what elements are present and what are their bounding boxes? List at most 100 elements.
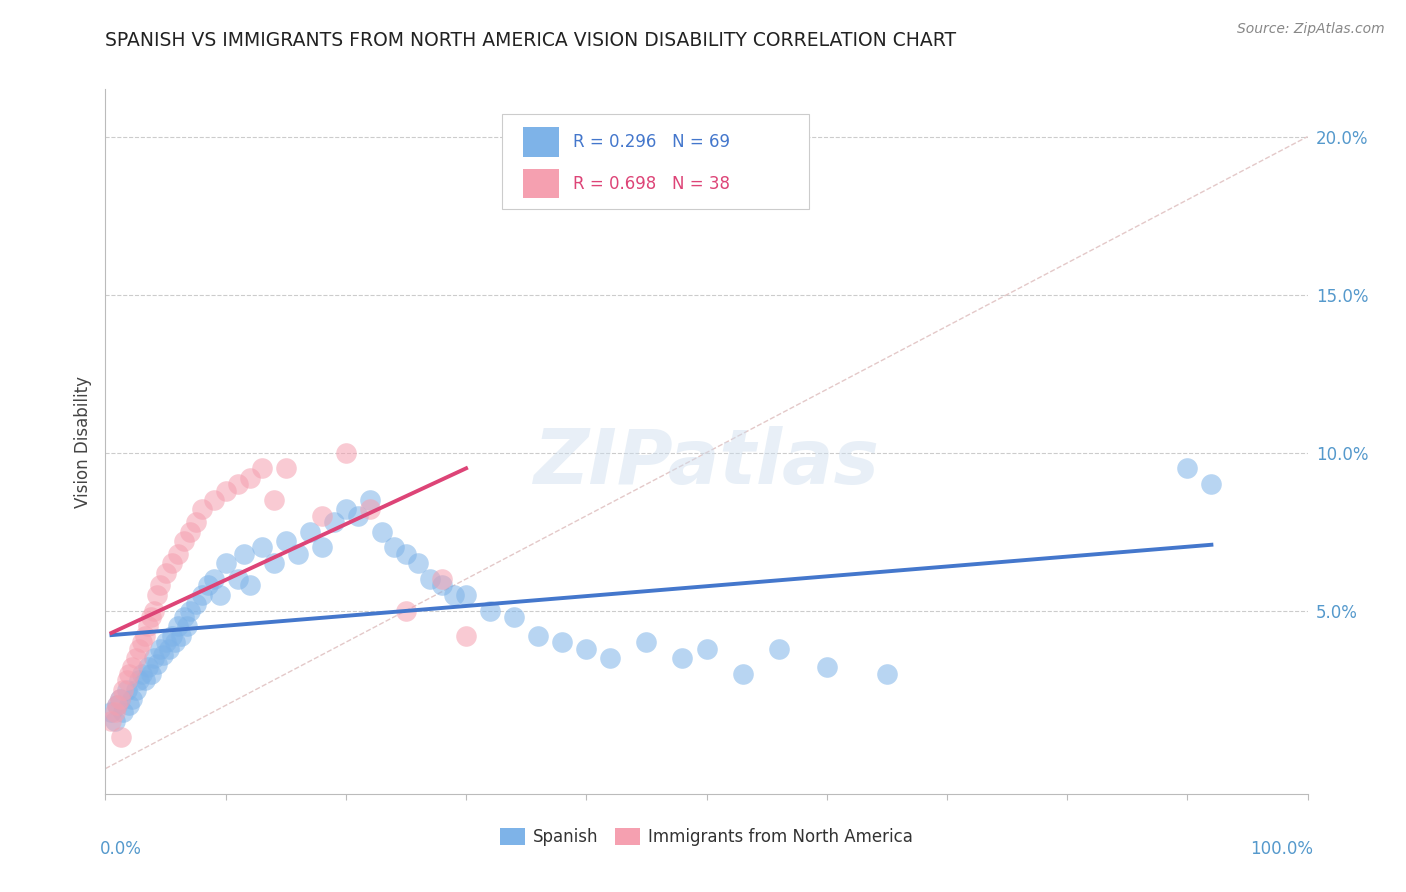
Point xyxy=(503,610,526,624)
Point xyxy=(479,604,502,618)
Point xyxy=(166,547,188,561)
Point xyxy=(263,493,285,508)
Point xyxy=(112,682,135,697)
Point xyxy=(121,660,143,674)
Point xyxy=(731,666,754,681)
Point xyxy=(274,461,297,475)
Point xyxy=(146,657,169,672)
Point xyxy=(202,572,225,586)
Point xyxy=(395,547,418,561)
Point xyxy=(696,641,718,656)
Point xyxy=(190,588,212,602)
Point xyxy=(121,692,143,706)
Point xyxy=(139,666,162,681)
Point xyxy=(170,629,193,643)
Point xyxy=(108,692,131,706)
FancyBboxPatch shape xyxy=(502,114,808,209)
Point xyxy=(173,610,195,624)
Point xyxy=(134,673,156,687)
Point xyxy=(214,556,236,570)
Point xyxy=(454,588,477,602)
Point xyxy=(148,641,170,656)
Point xyxy=(527,629,550,643)
Point xyxy=(406,556,429,570)
Point xyxy=(134,629,156,643)
Point xyxy=(110,730,132,744)
Point xyxy=(131,666,153,681)
Point xyxy=(131,635,153,649)
Point xyxy=(107,698,129,713)
Point xyxy=(184,515,207,529)
Point xyxy=(430,572,453,586)
Point xyxy=(148,578,170,592)
Point xyxy=(395,604,418,618)
Point xyxy=(335,502,357,516)
Point xyxy=(311,508,333,523)
Point xyxy=(136,660,159,674)
Point xyxy=(173,534,195,549)
Point xyxy=(263,556,285,570)
Point xyxy=(239,471,262,485)
Point xyxy=(551,635,574,649)
Point xyxy=(335,445,357,459)
Point xyxy=(115,673,138,687)
Point xyxy=(142,604,165,618)
Point xyxy=(274,534,297,549)
Point xyxy=(575,641,598,656)
Point xyxy=(311,541,333,555)
Point xyxy=(208,588,231,602)
Text: SPANISH VS IMMIGRANTS FROM NORTH AMERICA VISION DISABILITY CORRELATION CHART: SPANISH VS IMMIGRANTS FROM NORTH AMERICA… xyxy=(105,31,956,50)
Point xyxy=(250,461,273,475)
Text: 100.0%: 100.0% xyxy=(1250,839,1313,858)
Point xyxy=(768,641,790,656)
Point xyxy=(104,705,127,719)
Point xyxy=(112,705,135,719)
Point xyxy=(179,524,201,539)
Text: 0.0%: 0.0% xyxy=(100,839,142,858)
Point xyxy=(107,698,129,713)
Point xyxy=(322,515,344,529)
Point xyxy=(214,483,236,498)
Point xyxy=(250,541,273,555)
Point xyxy=(359,502,381,516)
FancyBboxPatch shape xyxy=(523,169,558,198)
Point xyxy=(1201,477,1223,491)
Point xyxy=(136,619,159,633)
Point xyxy=(636,635,658,649)
Point xyxy=(128,673,150,687)
Point xyxy=(179,604,201,618)
Point xyxy=(298,524,321,539)
Point xyxy=(118,666,141,681)
Point xyxy=(382,541,405,555)
Point xyxy=(128,641,150,656)
Point xyxy=(166,619,188,633)
Point xyxy=(124,682,146,697)
Point xyxy=(152,648,174,662)
Point xyxy=(146,588,169,602)
Point xyxy=(599,651,621,665)
Text: ZIPatlas: ZIPatlas xyxy=(533,425,880,500)
Text: Source: ZipAtlas.com: Source: ZipAtlas.com xyxy=(1237,22,1385,37)
Point xyxy=(371,524,394,539)
Point xyxy=(155,566,177,580)
Point xyxy=(100,714,122,729)
Point xyxy=(454,629,477,643)
Legend: Spanish, Immigrants from North America: Spanish, Immigrants from North America xyxy=(494,821,920,853)
Text: R = 0.296   N = 69: R = 0.296 N = 69 xyxy=(574,133,730,152)
Point xyxy=(104,714,127,729)
Text: R = 0.698   N = 38: R = 0.698 N = 38 xyxy=(574,175,730,193)
Point xyxy=(108,692,131,706)
Point xyxy=(197,578,219,592)
Point xyxy=(165,635,187,649)
Point xyxy=(202,493,225,508)
Point xyxy=(239,578,262,592)
Point xyxy=(190,502,212,516)
Point xyxy=(815,660,838,674)
Point xyxy=(155,635,177,649)
Point xyxy=(139,610,162,624)
Point xyxy=(142,651,165,665)
Point xyxy=(226,572,249,586)
Point xyxy=(160,629,183,643)
Point xyxy=(184,597,207,611)
Point xyxy=(419,572,441,586)
